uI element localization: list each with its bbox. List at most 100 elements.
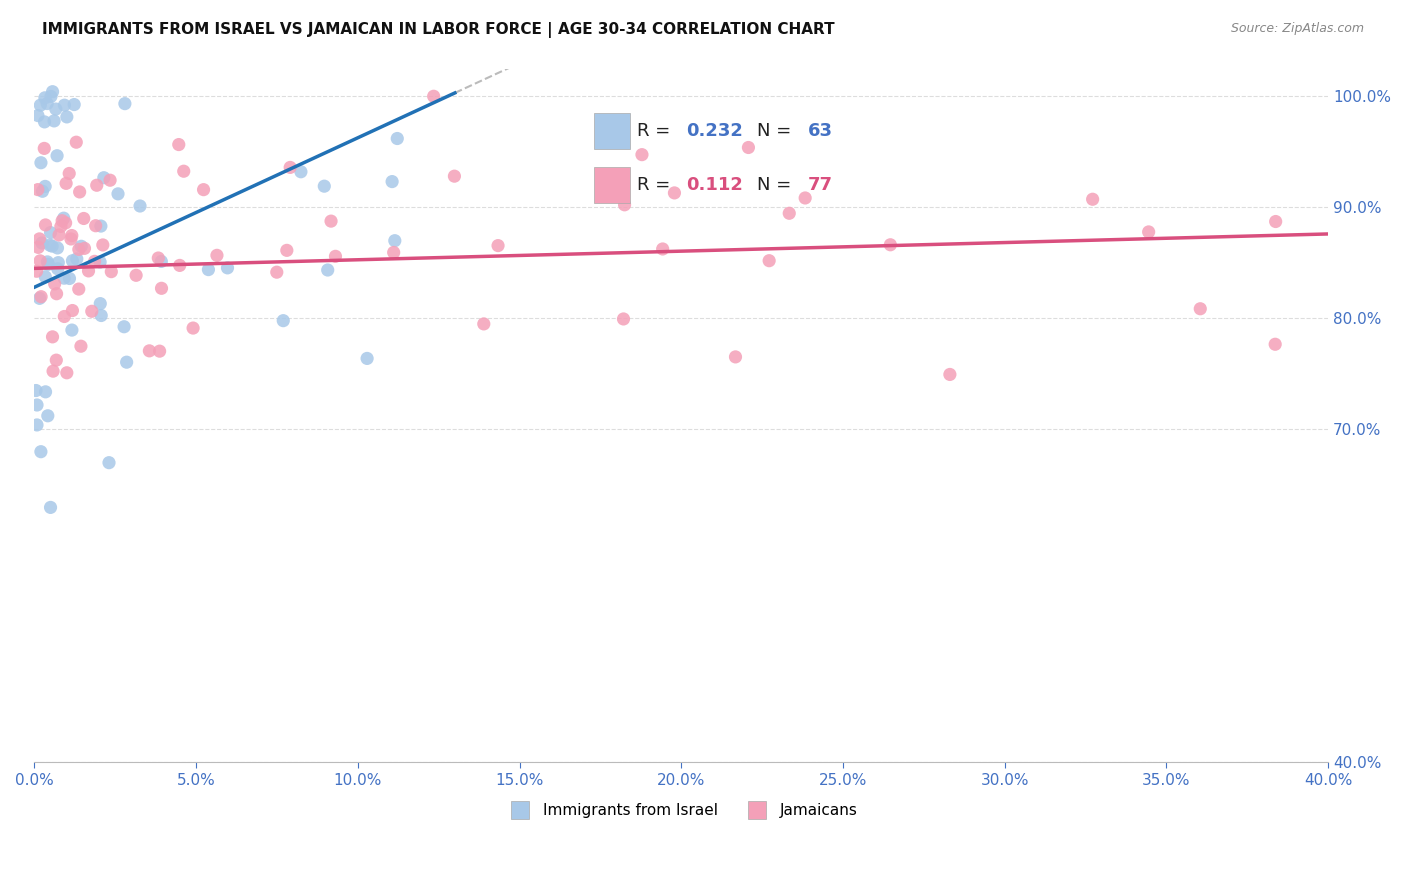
Text: N =: N = bbox=[756, 177, 797, 194]
Point bbox=[46, 255, 69, 269]
Point bbox=[319, 214, 342, 228]
Point bbox=[70, 239, 93, 253]
Point bbox=[356, 351, 378, 366]
Text: Source: ZipAtlas.com: Source: ZipAtlas.com bbox=[1230, 22, 1364, 36]
Point bbox=[55, 177, 77, 191]
Point bbox=[613, 198, 636, 212]
Point bbox=[271, 313, 294, 327]
Point bbox=[167, 137, 190, 152]
Point bbox=[28, 232, 51, 246]
Point bbox=[138, 343, 160, 358]
Point bbox=[60, 323, 83, 337]
Point bbox=[125, 268, 148, 283]
Point bbox=[53, 271, 76, 285]
Point bbox=[100, 265, 122, 279]
Point bbox=[382, 245, 405, 260]
Point bbox=[73, 241, 96, 255]
Point bbox=[27, 109, 49, 123]
Point bbox=[49, 219, 72, 234]
Point bbox=[41, 330, 63, 344]
Point bbox=[381, 175, 404, 189]
Point bbox=[52, 211, 75, 226]
Point bbox=[39, 500, 62, 515]
Point bbox=[34, 115, 56, 129]
Text: 0.232: 0.232 bbox=[686, 122, 742, 140]
Point bbox=[266, 265, 288, 279]
Point bbox=[55, 216, 77, 230]
Point bbox=[737, 140, 759, 154]
Point bbox=[1264, 214, 1286, 228]
Point bbox=[173, 164, 195, 178]
Point bbox=[149, 344, 172, 359]
Point bbox=[53, 310, 76, 324]
Point bbox=[724, 350, 747, 364]
Point bbox=[1264, 337, 1286, 351]
Point bbox=[114, 96, 136, 111]
Point bbox=[193, 183, 215, 197]
Point bbox=[39, 238, 62, 252]
Point bbox=[46, 241, 69, 255]
Point bbox=[83, 254, 105, 268]
Point bbox=[879, 237, 901, 252]
Point bbox=[58, 271, 80, 285]
Point bbox=[472, 317, 495, 331]
Point bbox=[758, 253, 780, 268]
Point bbox=[30, 444, 52, 458]
Point bbox=[41, 239, 63, 253]
Point bbox=[631, 147, 654, 161]
Text: IMMIGRANTS FROM ISRAEL VS JAMAICAN IN LABOR FORCE | AGE 30-34 CORRELATION CHART: IMMIGRANTS FROM ISRAEL VS JAMAICAN IN LA… bbox=[42, 22, 835, 38]
Point bbox=[34, 91, 56, 105]
Point bbox=[278, 161, 301, 175]
Point bbox=[150, 254, 173, 268]
Point bbox=[45, 286, 67, 301]
Point bbox=[30, 155, 52, 169]
Text: R =: R = bbox=[637, 177, 682, 194]
Point bbox=[90, 309, 112, 323]
Point bbox=[89, 255, 111, 269]
Legend: Immigrants from Israel, Jamaicans: Immigrants from Israel, Jamaicans bbox=[499, 797, 863, 824]
Point bbox=[90, 219, 112, 233]
Point bbox=[314, 179, 336, 194]
Point bbox=[84, 219, 107, 233]
Point bbox=[53, 98, 76, 112]
Point bbox=[612, 312, 634, 326]
Point bbox=[34, 269, 56, 284]
Point bbox=[39, 89, 62, 103]
Point bbox=[197, 262, 219, 277]
Point bbox=[31, 184, 53, 198]
Text: R =: R = bbox=[637, 122, 676, 140]
Point bbox=[115, 355, 138, 369]
Text: 63: 63 bbox=[808, 122, 834, 140]
Point bbox=[62, 253, 84, 268]
Point bbox=[42, 114, 65, 128]
FancyBboxPatch shape bbox=[593, 113, 630, 149]
Point bbox=[778, 206, 800, 220]
Point bbox=[30, 253, 52, 268]
Point bbox=[384, 234, 406, 248]
Point bbox=[181, 321, 204, 335]
Point bbox=[107, 186, 129, 201]
Point bbox=[45, 353, 67, 368]
Point bbox=[129, 199, 152, 213]
Point bbox=[1081, 192, 1104, 206]
Point bbox=[63, 97, 86, 112]
Point bbox=[28, 291, 51, 305]
Point bbox=[37, 96, 59, 111]
Point bbox=[69, 185, 91, 199]
Point bbox=[34, 179, 56, 194]
Point bbox=[794, 191, 817, 205]
Text: 0.112: 0.112 bbox=[686, 177, 742, 194]
Point bbox=[148, 251, 170, 265]
Point bbox=[217, 260, 239, 275]
Point bbox=[56, 110, 79, 124]
Point bbox=[67, 282, 90, 296]
Point bbox=[32, 141, 55, 155]
Point bbox=[44, 277, 66, 291]
Point bbox=[276, 244, 298, 258]
Point bbox=[1189, 301, 1212, 316]
Point bbox=[86, 178, 108, 193]
Point bbox=[89, 296, 111, 310]
Point bbox=[939, 368, 962, 382]
Point bbox=[41, 85, 63, 99]
Point bbox=[37, 255, 59, 269]
